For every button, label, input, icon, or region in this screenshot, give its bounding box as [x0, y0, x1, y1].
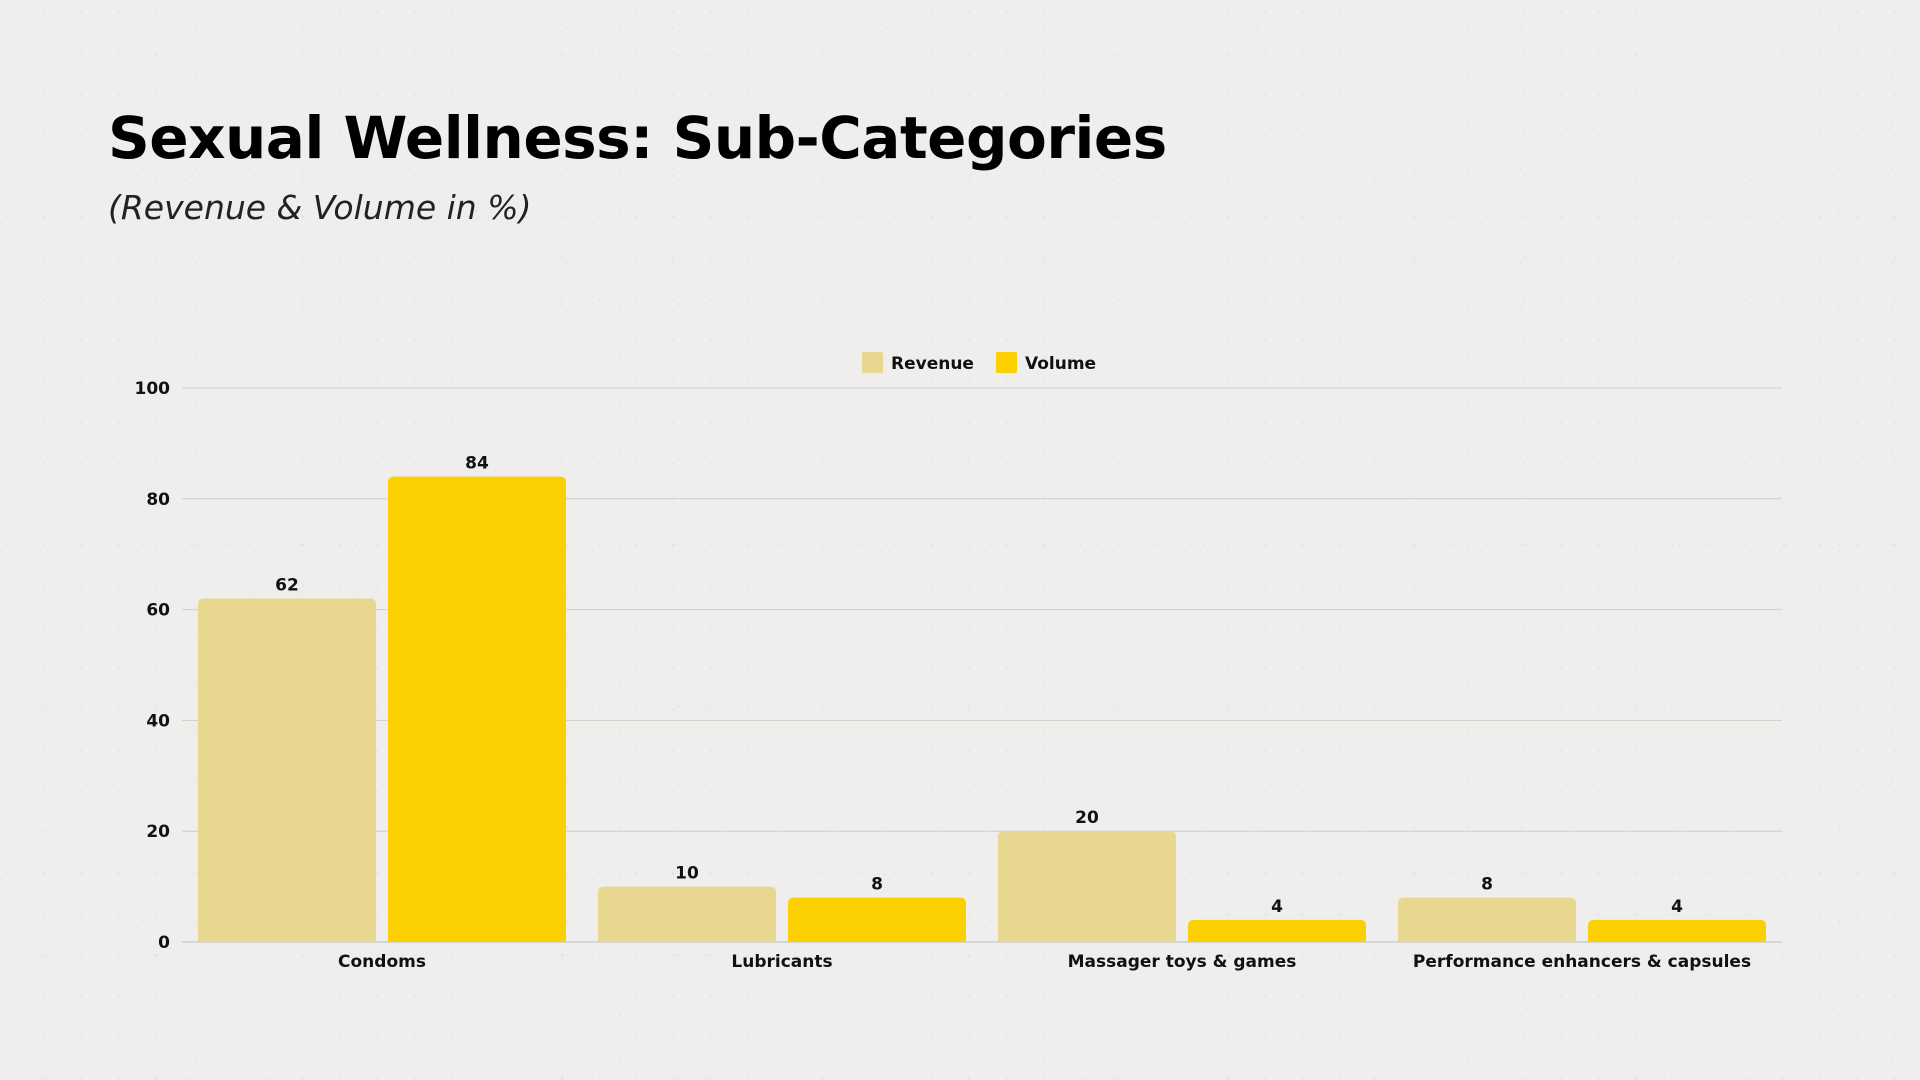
legend: Revenue Volume — [862, 352, 1096, 374]
bar-revenue — [198, 598, 376, 942]
x-tick-label: Massager toys & games — [1068, 952, 1297, 972]
data-label: 4 — [1671, 897, 1683, 917]
bar-revenue — [1398, 897, 1576, 942]
legend-swatch — [996, 352, 1017, 373]
data-label: 62 — [275, 576, 299, 596]
bar-volume — [788, 897, 966, 942]
y-axis: 0 20 40 60 80 100 — [135, 379, 171, 953]
y-tick-label: 0 — [158, 933, 170, 953]
data-label: 8 — [871, 875, 883, 895]
data-label: 10 — [675, 864, 699, 884]
y-tick-label: 60 — [146, 601, 170, 621]
bar-volume — [1188, 919, 1366, 942]
chart-title: Sexual Wellness: Sub-Categories — [108, 104, 1167, 172]
legend-label: Volume — [1025, 354, 1096, 374]
y-tick-label: 80 — [146, 490, 170, 510]
data-label: 20 — [1075, 808, 1099, 828]
bar-revenue — [598, 886, 776, 942]
y-tick-label: 100 — [135, 379, 171, 399]
x-tick-label: Lubricants — [731, 952, 832, 972]
bars — [198, 476, 1766, 942]
y-tick-label: 20 — [146, 822, 170, 842]
x-tick-label: Condoms — [338, 952, 426, 972]
bar-volume — [1588, 919, 1766, 942]
data-label: 4 — [1271, 897, 1283, 917]
bar-revenue — [998, 831, 1176, 942]
legend-swatch — [862, 352, 883, 373]
x-tick-label: Performance enhancers & capsules — [1413, 952, 1751, 972]
x-axis: Condoms Lubricants Massager toys & games Pe… — [338, 952, 1751, 972]
bar-volume — [388, 476, 566, 942]
legend-label: Revenue — [891, 354, 974, 374]
y-tick-label: 40 — [146, 711, 170, 731]
data-label: 84 — [465, 454, 489, 474]
data-label: 8 — [1481, 875, 1493, 895]
chart-subtitle: (Revenue & Volume in %) — [108, 188, 532, 227]
